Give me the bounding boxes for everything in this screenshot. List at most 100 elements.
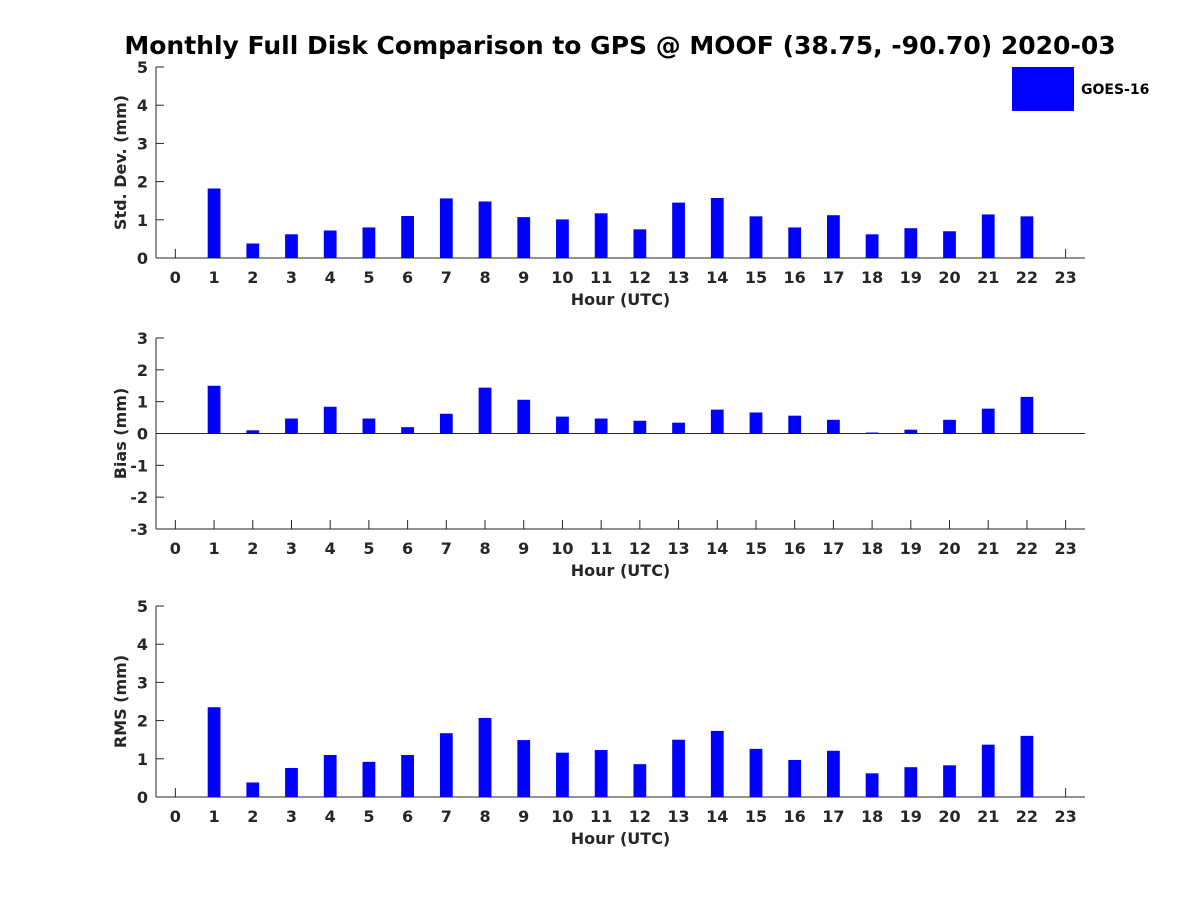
bar-hour-1 bbox=[207, 188, 221, 258]
bar-hour-20 bbox=[943, 765, 956, 797]
bar-hour-2 bbox=[246, 430, 260, 434]
x-tick-label: 9 bbox=[518, 539, 529, 558]
bar-hour-1 bbox=[207, 385, 221, 434]
bar-hour-11 bbox=[594, 213, 608, 258]
x-tick-label: 22 bbox=[1016, 807, 1038, 826]
bar-hour-4 bbox=[323, 754, 337, 797]
bar-hour-10 bbox=[556, 416, 569, 434]
y-tick-label: 2 bbox=[137, 361, 148, 380]
bar-hour-17 bbox=[827, 750, 840, 797]
y-tick-label: 3 bbox=[137, 134, 148, 153]
bar-hour-15 bbox=[749, 748, 763, 797]
y-tick-label: 3 bbox=[137, 673, 148, 692]
x-tick-label: 3 bbox=[286, 807, 297, 826]
bar-hour-12 bbox=[633, 229, 647, 258]
y-tick-label: 1 bbox=[137, 211, 148, 230]
x-tick-label: 6 bbox=[402, 539, 413, 558]
bar-hour-14 bbox=[710, 730, 724, 797]
x-tick-label: 7 bbox=[441, 268, 452, 287]
bar-hour-11 bbox=[594, 418, 608, 434]
x-tick-label: 7 bbox=[441, 539, 452, 558]
bar-hour-3 bbox=[285, 234, 298, 258]
x-tick-label: 1 bbox=[208, 268, 219, 287]
bar-hour-21 bbox=[981, 744, 995, 797]
x-tick-label: 2 bbox=[247, 807, 258, 826]
x-tick-label: 9 bbox=[518, 268, 529, 287]
y-tick-label: 5 bbox=[137, 58, 148, 77]
x-tick-label: 17 bbox=[822, 807, 844, 826]
bar-hour-18 bbox=[865, 773, 879, 797]
bar-hour-19 bbox=[904, 228, 918, 258]
x-tick-label: 8 bbox=[479, 807, 490, 826]
bar-hour-22 bbox=[1020, 396, 1034, 434]
bar-hour-20 bbox=[943, 231, 956, 258]
y-axis-label: Std. Dev. (mm) bbox=[111, 95, 130, 230]
x-tick-label: 12 bbox=[629, 268, 651, 287]
x-tick-label: 22 bbox=[1016, 539, 1038, 558]
x-tick-label: 23 bbox=[1055, 807, 1077, 826]
bar-hour-7 bbox=[439, 733, 453, 797]
x-tick-label: 20 bbox=[938, 268, 960, 287]
bar-hour-2 bbox=[246, 243, 260, 258]
bar-hour-16 bbox=[788, 415, 802, 434]
x-tick-label: 4 bbox=[325, 539, 336, 558]
x-tick-label: 14 bbox=[706, 539, 728, 558]
bar-hour-6 bbox=[401, 427, 414, 434]
x-tick-label: 21 bbox=[977, 268, 999, 287]
bar-hour-13 bbox=[672, 202, 685, 258]
x-tick-label: 5 bbox=[363, 268, 374, 287]
bar-hour-4 bbox=[323, 406, 337, 434]
x-tick-label: 18 bbox=[861, 268, 883, 287]
bar-hour-22 bbox=[1020, 216, 1034, 258]
legend-swatch bbox=[1012, 67, 1074, 111]
x-tick-label: 17 bbox=[822, 539, 844, 558]
x-tick-label: 0 bbox=[170, 539, 181, 558]
x-tick-label: 18 bbox=[861, 539, 883, 558]
x-tick-label: 23 bbox=[1055, 539, 1077, 558]
x-tick-label: 15 bbox=[745, 539, 767, 558]
x-tick-label: 13 bbox=[667, 539, 689, 558]
bar-hour-7 bbox=[439, 413, 453, 434]
x-tick-label: 5 bbox=[363, 807, 374, 826]
bar-hour-15 bbox=[749, 216, 763, 258]
bar-hour-11 bbox=[594, 750, 608, 797]
y-tick-label: 0 bbox=[137, 425, 148, 444]
y-tick-label: -2 bbox=[130, 488, 148, 507]
legend: GOES-16 bbox=[1012, 67, 1149, 111]
bar-hour-14 bbox=[710, 409, 724, 434]
x-tick-label: 13 bbox=[667, 268, 689, 287]
bar-hour-4 bbox=[323, 230, 337, 258]
y-axis-label: Bias (mm) bbox=[111, 388, 130, 480]
bar-hour-15 bbox=[749, 412, 763, 434]
y-tick-label: -3 bbox=[130, 520, 148, 539]
y-tick-label: 0 bbox=[137, 788, 148, 807]
x-tick-label: 12 bbox=[629, 807, 651, 826]
x-tick-label: 8 bbox=[479, 268, 490, 287]
bar-hour-14 bbox=[710, 198, 724, 258]
x-tick-label: 22 bbox=[1016, 268, 1038, 287]
bar-hour-9 bbox=[517, 217, 531, 258]
bar-hour-18 bbox=[865, 432, 879, 434]
x-tick-label: 6 bbox=[402, 807, 413, 826]
y-axis-label: RMS (mm) bbox=[111, 655, 130, 748]
x-tick-label: 15 bbox=[745, 807, 767, 826]
bar-hour-8 bbox=[478, 387, 492, 434]
bar-hour-9 bbox=[517, 740, 531, 797]
x-tick-label: 14 bbox=[706, 268, 728, 287]
bar-hour-13 bbox=[672, 422, 685, 434]
x-tick-label: 10 bbox=[551, 807, 573, 826]
x-tick-label: 18 bbox=[861, 807, 883, 826]
x-tick-label: 11 bbox=[590, 268, 612, 287]
bar-hour-2 bbox=[246, 782, 260, 797]
x-tick-label: 21 bbox=[977, 539, 999, 558]
bar-hour-20 bbox=[943, 419, 956, 434]
x-tick-label: 14 bbox=[706, 807, 728, 826]
chart-title: Monthly Full Disk Comparison to GPS @ MO… bbox=[124, 31, 1115, 60]
bar-hour-22 bbox=[1020, 735, 1034, 797]
y-tick-label: 3 bbox=[137, 329, 148, 348]
bar-hour-8 bbox=[478, 717, 492, 797]
